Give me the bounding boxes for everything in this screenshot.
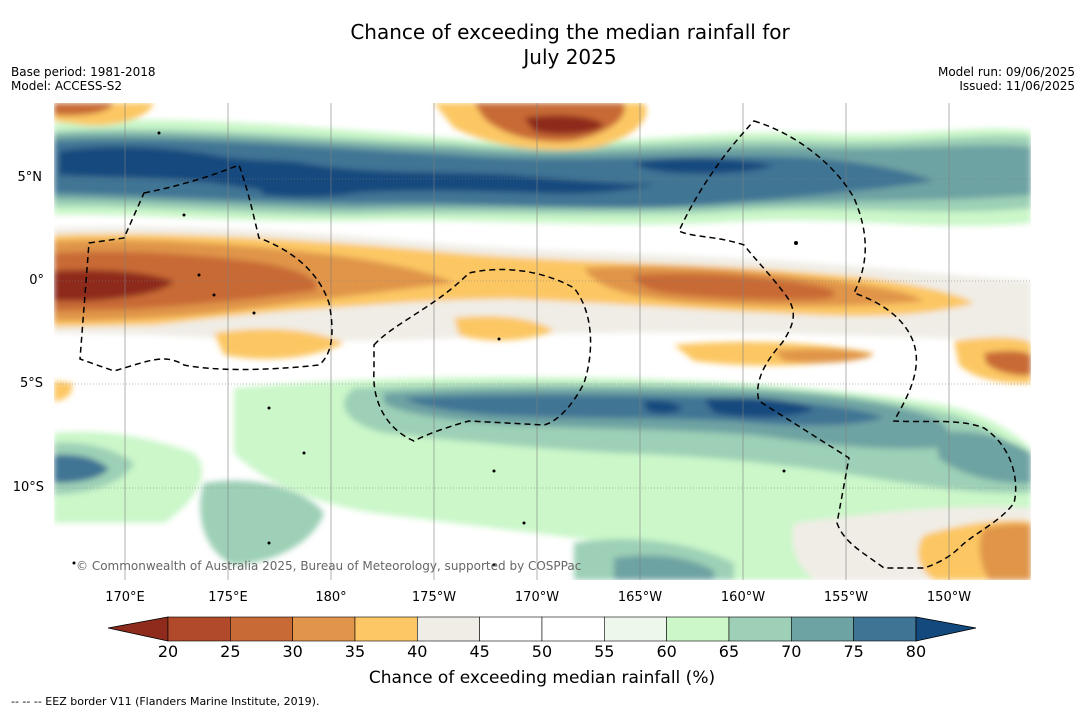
colorbar-tick-label: 65 [718, 642, 740, 661]
eez-kiribati-phoenix [373, 268, 592, 442]
band-north-80 [59, 146, 654, 194]
chart-title: Chance of exceeding the median rainfall … [0, 20, 1085, 70]
colorbar-segment [541, 616, 605, 642]
island-speck [267, 541, 271, 545]
title-line-1: Chance of exceeding the median rainfall … [350, 20, 790, 44]
island-speck [794, 241, 798, 245]
copyright-notice: © Commonwealth of Australia 2025, Bureau… [76, 559, 582, 573]
colorbar-tick-label: 75 [843, 642, 864, 661]
island-speck [267, 406, 271, 410]
dry-right-25 [984, 350, 1031, 376]
island-speck [197, 273, 201, 277]
rainfall-map [54, 103, 1031, 580]
dry-top-15 [524, 115, 604, 135]
colorbar-tick-label: 60 [656, 642, 677, 661]
island-speck [302, 451, 306, 455]
colorbar-low-extension [108, 616, 169, 642]
island-speck [212, 293, 216, 297]
lon-label-180: 180° [315, 590, 347, 605]
meta-right: Model run: 09/06/2025 Issued: 11/06/2025 [938, 65, 1075, 93]
model-run: Model run: 09/06/2025 [937, 65, 1075, 79]
dry-topleft-25 [54, 103, 114, 116]
lon-label-165w: 165°W [617, 590, 663, 605]
colorbar-segment [853, 616, 917, 642]
colorbar-tick-label: 20 [157, 642, 179, 661]
colorbar-segment [666, 616, 730, 642]
colorbar-tick-label: 45 [469, 642, 490, 661]
band-south-80 [704, 397, 814, 418]
colorbar-segments [167, 616, 917, 642]
band-eq-15 [54, 269, 174, 301]
lon-label-155w: 155°W [823, 590, 869, 605]
colorbar [108, 616, 977, 642]
band-eq-25b [634, 273, 835, 300]
islands [72, 131, 798, 567]
lat-label-5s: 5°S [19, 376, 43, 391]
island-speck [72, 561, 76, 565]
colorbar-segment [167, 616, 231, 642]
colorbar-tick-label: 35 [344, 642, 366, 661]
island-speck [492, 563, 496, 567]
colorbar-tick-label: 80 [905, 642, 927, 661]
lon-label-175w: 175°W [411, 590, 457, 605]
colorbar-segment [417, 616, 480, 642]
colorbar-segment [604, 616, 667, 642]
model-name: Model: ACCESS-S2 [11, 79, 123, 93]
band-north-80c [254, 180, 374, 197]
base-period: Base period: 1981-2018 [11, 65, 156, 79]
colorbar-tick-label: 25 [220, 642, 241, 661]
colorbar-high-extension [915, 616, 977, 642]
eez-footnote: -- -- -- EEZ border V11 (Flanders Marine… [11, 695, 320, 708]
title-line-2: July 2025 [523, 45, 617, 69]
island-speck [157, 131, 161, 135]
band-south-70b [934, 431, 1031, 484]
colorbar-segment [728, 616, 792, 642]
lat-label-0: 0° [29, 273, 44, 288]
issued-date: Issued: 11/06/2025 [959, 79, 1075, 93]
lon-label-170e: 170°E [105, 590, 145, 605]
colorbar-segment [479, 616, 543, 642]
dry-left-35 [54, 381, 73, 401]
eez-borders [79, 120, 1017, 569]
colorbar-segment [790, 616, 854, 642]
island-speck [497, 337, 501, 341]
rainfall-field [54, 103, 1031, 580]
lon-label-150w: 150°W [926, 590, 972, 605]
map-svg [54, 103, 1031, 580]
island-speck [252, 311, 256, 315]
meta-left: Base period: 1981-2018 Model: ACCESS-S2 [11, 65, 156, 93]
colorbar-tick-label: 40 [407, 642, 428, 661]
dry-br-30 [979, 523, 1031, 580]
band-south-75b [54, 454, 109, 483]
eez-kiribati-line [678, 120, 1017, 569]
dry-south-35b [454, 315, 554, 341]
colorbar-tick-label: 50 [531, 642, 553, 661]
colorbar-segment [230, 616, 293, 642]
colorbar-label: Chance of exceeding median rainfall (%) [368, 668, 716, 688]
island-speck [522, 521, 526, 525]
lon-label-170w: 170°W [514, 590, 560, 605]
island-speck [782, 469, 786, 473]
colorbar-segment [354, 616, 418, 642]
colorbar-tick-label: 70 [781, 642, 802, 661]
colorbar-tick-label: 55 [594, 642, 615, 661]
band-south-70c [614, 555, 714, 580]
band-south-65b [200, 480, 324, 565]
band-south-80b [644, 400, 682, 414]
dry-south-35a [214, 328, 344, 359]
dry-south-30c [774, 348, 874, 363]
island-speck [182, 213, 186, 217]
island-speck [492, 469, 496, 473]
colorbar-segment [292, 616, 356, 642]
eez-kiribati-gilbert [79, 164, 333, 372]
colorbar-tick-label: 30 [282, 642, 303, 661]
lon-label-160w: 160°W [720, 590, 766, 605]
lat-label-5n: 5°N [17, 170, 43, 185]
lon-label-175e: 175°E [208, 590, 248, 605]
band-north-80b [634, 158, 774, 174]
lat-label-10s: 10°S [12, 480, 44, 495]
